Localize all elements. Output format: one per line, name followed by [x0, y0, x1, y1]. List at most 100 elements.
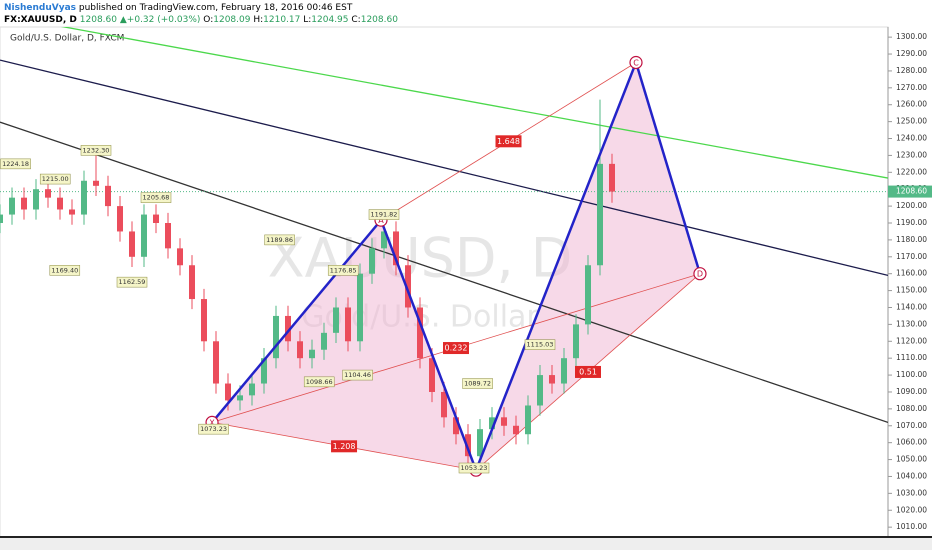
- candle-body: [477, 429, 483, 457]
- candle-body: [81, 180, 87, 215]
- candle-body: [513, 425, 519, 435]
- price-label: 1115.03: [527, 341, 554, 349]
- candle-body: [537, 375, 543, 406]
- candle-body: [417, 307, 423, 359]
- candle-body: [105, 185, 111, 207]
- price-label: 1205.68: [143, 194, 170, 202]
- price-label-box: [524, 339, 556, 350]
- candle-body: [501, 417, 507, 426]
- candle-body: [597, 163, 603, 266]
- y-tick-label: 1100.00: [896, 370, 927, 379]
- symbol: FX:XAUUSD, D: [4, 15, 77, 25]
- y-tick-label: 1150.00: [896, 286, 927, 295]
- y-tick-label: 1070.00: [896, 421, 927, 430]
- candle-body: [57, 197, 63, 210]
- pattern-point: [629, 55, 643, 70]
- y-tick-label: 1050.00: [896, 455, 927, 464]
- ohlc-value: 1208.60: [360, 15, 398, 25]
- price-label-box: [342, 369, 373, 381]
- candle-body: [465, 434, 471, 457]
- price-label: 1215.00: [42, 175, 69, 183]
- y-tick-label: 1080.00: [896, 404, 927, 413]
- ohlc-label: H:: [253, 15, 264, 25]
- price-label-box: [0, 158, 31, 170]
- price-label-box: [264, 234, 295, 246]
- y-tick-label: 1240.00: [896, 134, 927, 143]
- price-label: 1098.66: [306, 378, 333, 386]
- price-label: 1191.82: [371, 211, 398, 219]
- candle-body: [573, 324, 579, 359]
- price-label-box: [458, 462, 490, 474]
- price-label-box: [80, 145, 112, 156]
- pattern-point-label: C: [633, 58, 639, 67]
- y-tick-label: 1130.00: [896, 319, 927, 328]
- ratio-label: 1.648: [497, 137, 520, 146]
- ratio-box: [331, 440, 358, 453]
- price-label: 1176.85: [330, 266, 357, 274]
- candle-body: [177, 248, 183, 266]
- price-label: 1232.30: [83, 146, 110, 154]
- candle-body: [129, 231, 135, 257]
- candle-body: [369, 248, 375, 274]
- ratio-box: [443, 342, 469, 355]
- ohlc-value: 1208.09: [213, 15, 251, 25]
- candle-body: [0, 214, 3, 224]
- pattern-leg: [474, 62, 638, 471]
- y-tick-label: 1230.00: [896, 150, 927, 159]
- y-tick-label: 1280.00: [896, 66, 927, 75]
- ohlc-value: 1204.95: [311, 15, 349, 25]
- price-label: 1073.23: [200, 425, 227, 433]
- trendline: [0, 121, 888, 424]
- candle-body: [237, 395, 243, 401]
- candle-body: [45, 189, 51, 198]
- pattern-fill: [212, 220, 477, 471]
- price-label: 1224.18: [2, 160, 29, 168]
- y-tick-label: 1040.00: [896, 471, 927, 480]
- price-label: 1104.46: [344, 371, 371, 379]
- pattern-point-label: X: [209, 418, 215, 427]
- y-tick-label: 1060.00: [896, 438, 927, 447]
- candle-body: [189, 265, 195, 300]
- candle-body: [273, 315, 279, 359]
- pattern-leg: [379, 219, 478, 471]
- candle-body: [549, 375, 555, 384]
- candle-body: [345, 307, 351, 342]
- price-label-box: [198, 423, 229, 435]
- price-label: 1162.59: [119, 278, 146, 286]
- y-tick-label: 1190.00: [896, 218, 927, 227]
- candle-body: [33, 189, 39, 210]
- candle-body: [153, 214, 159, 224]
- last: 1208.60: [79, 15, 117, 25]
- trendline: [0, 59, 888, 277]
- candle-body: [9, 197, 15, 215]
- candle-body: [561, 358, 567, 384]
- y-tick-label: 1170.00: [896, 252, 927, 261]
- y-tick-label: 1090.00: [896, 387, 927, 396]
- y-tick-label: 1300.00: [896, 32, 927, 41]
- price-label: 1053.23: [461, 464, 488, 472]
- header-row: NishenduVyas published on TradingView.co…: [4, 2, 928, 14]
- y-tick-label: 1010.00: [896, 522, 927, 531]
- header-row: FX:XAUUSD, D 1208.60 +0.32 (+0.03%) O:12…: [4, 14, 928, 26]
- author: NishenduVyas: [4, 3, 77, 13]
- price-label-box: [462, 378, 493, 389]
- candle-body: [201, 299, 207, 342]
- candle-body: [381, 231, 387, 249]
- last-price-box: [888, 185, 932, 198]
- footer-bar: [0, 537, 932, 550]
- candle-body: [309, 349, 315, 359]
- ohlc-label: C:: [351, 15, 361, 25]
- y-tick-label: 1110.00: [896, 353, 927, 362]
- ratio-label: 1.208: [333, 442, 356, 451]
- ohlc-label: O:: [203, 15, 214, 25]
- candle-body: [333, 307, 339, 333]
- candle-body: [609, 163, 615, 192]
- pattern-point-label: D: [697, 270, 703, 279]
- candle-body: [585, 265, 591, 325]
- price-label-box: [49, 265, 81, 276]
- pattern-point: [693, 267, 707, 281]
- candle-body: [489, 417, 495, 430]
- candle-body: [321, 332, 327, 350]
- ratio-box: [575, 365, 601, 378]
